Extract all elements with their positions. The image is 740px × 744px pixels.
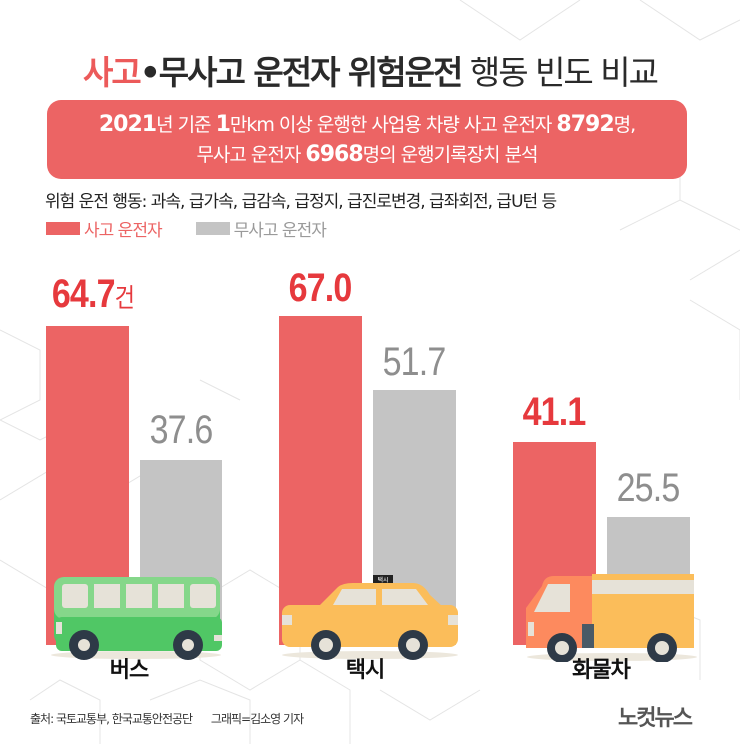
legend-label: 사고 운전자 (84, 221, 163, 241)
subtitle-line-2: 무사고 운전자 6968명의 운행기록장치 분석 (47, 140, 687, 170)
value-bus-accident: 64.7건 (38, 272, 149, 317)
subtitle-box: 2021년 기준 1만km 이상 운행한 사업용 차량 사고 운전자 8792명… (47, 100, 687, 179)
title-accent: 사고 (82, 53, 142, 92)
truck-icon (526, 574, 697, 662)
credit-text: 그래픽=김소영 기자 (210, 712, 304, 726)
text: 만km 이상 운행한 사업용 차량 사고 운전자 (229, 114, 557, 136)
no-accident-driver-count: 6968 (305, 142, 363, 167)
footer: 출처: 국토교통부, 한국교통안전공단 그래픽=김소영 기자 (30, 710, 319, 727)
value-taxi-no-accident: 51.7 (372, 340, 457, 385)
title-bold: •무사고 운전자 위험운전 (139, 53, 464, 92)
value-text: 67.0 (288, 266, 353, 310)
value-taxi-accident: 67.0 (278, 266, 363, 311)
text: 년 기준 (156, 114, 216, 136)
text: 명의 운행기록장치 분석 (362, 144, 539, 166)
distance-number: 1 (215, 112, 231, 137)
text: 무사고 운전자 (196, 144, 306, 166)
category-label-bus: 버스 (109, 658, 149, 683)
category-label-taxi: 택시 (345, 658, 385, 683)
legend: 사고 운전자 무사고 운전자 (46, 216, 360, 241)
value-text: 37.6 (149, 408, 214, 452)
unit-text: 건 (114, 283, 135, 313)
taxi-sign: 택시 (377, 577, 388, 584)
title-light: 행동 빈도 비교 (461, 53, 659, 92)
value-text: 51.7 (382, 340, 447, 384)
legend-swatch-red (46, 222, 80, 235)
year: 2021 (98, 112, 157, 137)
accident-driver-count: 8792 (556, 112, 614, 137)
value-truck-no-accident: 25.5 (606, 466, 691, 511)
text: 명, (613, 114, 637, 136)
source-text: 출처: 국토교통부, 한국교통안전공단 (30, 712, 193, 726)
taxi-icon: 택시 (282, 575, 458, 660)
behaviors-note: 위험 운전 행동: 과속, 급가속, 급감속, 급정지, 급진로변경, 급좌회전… (45, 192, 557, 212)
value-text: 64.7 (51, 272, 116, 316)
page-title: 사고•무사고 운전자 위험운전 행동 빈도 비교 (0, 46, 740, 94)
value-text: 25.5 (616, 466, 681, 510)
bus-icon (51, 577, 222, 660)
category-label-truck: 화물차 (572, 658, 631, 683)
value-truck-accident: 41.1 (512, 390, 597, 435)
subtitle-line-1: 2021년 기준 1만km 이상 운행한 사업용 차량 사고 운전자 8792명… (47, 110, 687, 140)
legend-label: 무사고 운전자 (233, 221, 327, 241)
nocut-news-logo: 노컷뉴스 (618, 706, 693, 731)
legend-swatch-grey (195, 222, 230, 235)
value-bus-no-accident: 37.6 (139, 408, 224, 453)
legend-item-accident: 사고 운전자 (46, 216, 163, 241)
legend-item-no-accident: 무사고 운전자 (195, 216, 327, 241)
value-text: 41.1 (522, 390, 587, 434)
